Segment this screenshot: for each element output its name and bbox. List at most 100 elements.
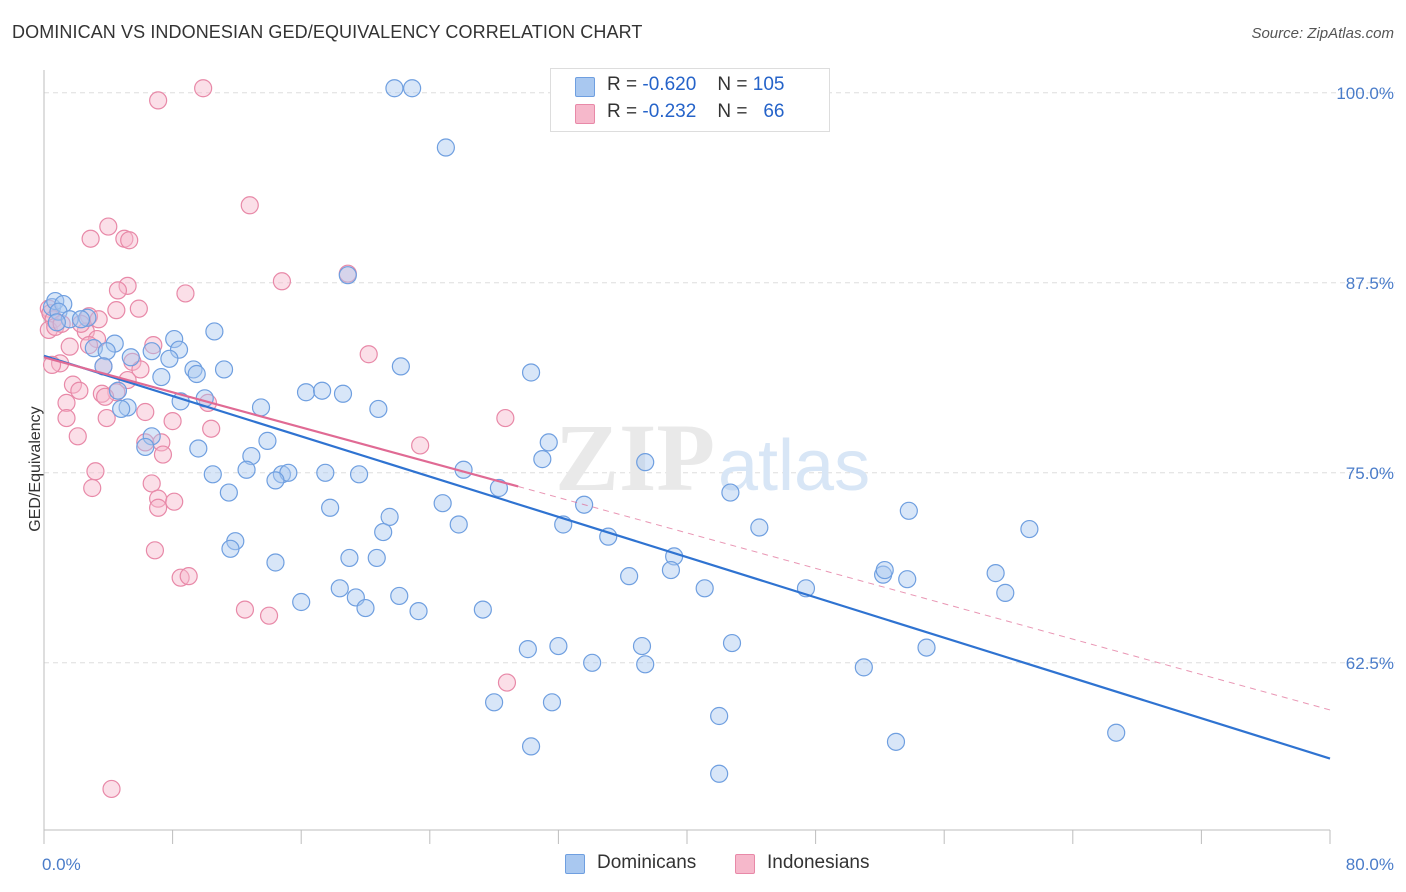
- indonesians-point: [107, 301, 126, 320]
- indonesians-point: [153, 445, 173, 464]
- dominicans-point: [996, 583, 1015, 602]
- indonesians-point: [70, 381, 89, 400]
- dominicans-point: [47, 313, 66, 332]
- bottom-legend-label-indonesians: Indonesians: [767, 852, 870, 873]
- legend-swatch-dominicans: [575, 77, 595, 97]
- dominicans-point: [214, 360, 234, 379]
- y-tick-label: 62.5%: [1346, 654, 1394, 673]
- dominicans-point: [251, 398, 271, 417]
- dominicans-point: [898, 570, 917, 589]
- dominicans-point: [549, 636, 568, 656]
- dominicans-point: [97, 342, 116, 361]
- dominicans-point: [533, 450, 552, 469]
- indonesians-point: [57, 393, 76, 412]
- indonesians-point: [81, 229, 100, 248]
- legend-n-label: N =: [717, 101, 748, 122]
- x-tick-label: 0.0%: [42, 855, 81, 874]
- dominicans-point: [750, 518, 769, 537]
- dominicans-point: [390, 586, 409, 606]
- dominicans-point: [142, 342, 161, 361]
- dominicans-point: [338, 266, 357, 285]
- dominicans-point: [539, 433, 558, 452]
- indonesians-point: [497, 673, 517, 692]
- dominicans-point: [330, 579, 349, 598]
- dominicans-point: [899, 501, 918, 520]
- dominicans-point: [152, 367, 171, 387]
- trend-lines: [43, 354, 1331, 760]
- indonesians-point: [194, 79, 213, 98]
- indonesians-point: [145, 541, 165, 560]
- grid-lines: [44, 92, 1395, 664]
- dominicans-point: [316, 463, 335, 482]
- indonesians-point: [108, 281, 128, 300]
- indonesians-trend-line: [43, 356, 519, 488]
- dominicans-point: [369, 399, 388, 419]
- dominicans-point: [333, 384, 353, 403]
- dominicans-point: [340, 548, 359, 568]
- y-tick-label: 87.5%: [1346, 274, 1394, 293]
- dominicans-point: [632, 636, 652, 656]
- indonesians-point: [179, 567, 198, 586]
- indonesians-point: [86, 462, 105, 481]
- dominicans-point: [221, 539, 240, 558]
- indonesians-point: [99, 217, 118, 236]
- legend-n-value: 105: [752, 74, 785, 95]
- dominicans-point: [380, 507, 399, 526]
- series-indonesians: [39, 79, 517, 799]
- dominicans-point: [258, 431, 277, 450]
- chart-title: DOMINICAN VS INDONESIAN GED/EQUIVALENCY …: [12, 22, 643, 42]
- indonesians-point: [57, 408, 76, 428]
- indonesians-point: [163, 412, 182, 431]
- indonesians-point: [131, 360, 150, 379]
- dominicans-point: [165, 329, 184, 349]
- dominicans-point: [886, 732, 906, 751]
- dominicans-point: [433, 494, 452, 513]
- watermark-zip: ZIP: [555, 404, 715, 511]
- legend-r-value: -0.620: [642, 74, 697, 95]
- indonesians-point: [411, 436, 430, 455]
- dominicans-point: [710, 706, 729, 726]
- dominicans-point: [78, 308, 97, 327]
- indonesians-point: [359, 345, 378, 364]
- indonesians-point: [176, 284, 195, 303]
- dominicans-point: [599, 527, 618, 546]
- y-tick-label: 75.0%: [1346, 464, 1394, 483]
- x-tick-label: 80.0%: [1346, 855, 1394, 874]
- legend-swatch-indonesians: [575, 104, 595, 124]
- legend-n-value: 66: [763, 101, 785, 122]
- series-dominicans: [42, 79, 1126, 783]
- legend-r-value: -0.232: [642, 101, 697, 122]
- dominicans-point: [118, 398, 137, 417]
- dominicans-point: [203, 465, 222, 484]
- indonesians-point: [272, 272, 292, 291]
- dominicans-point: [722, 633, 742, 653]
- dominicans-point: [367, 548, 386, 568]
- dominicans-point: [136, 437, 155, 457]
- dominicans-point: [385, 79, 404, 98]
- dominicans-point: [403, 79, 422, 98]
- axes: [43, 70, 1331, 844]
- dominicans-point: [1020, 519, 1039, 539]
- indonesians-point: [97, 408, 116, 428]
- indonesians-point: [235, 600, 255, 619]
- dominicans-point: [312, 381, 332, 400]
- bottom-legend-swatch-dominicans: [565, 854, 585, 874]
- dominicans-point: [409, 602, 428, 621]
- dominicans-point: [661, 560, 681, 580]
- indonesians-point: [149, 91, 168, 110]
- dominicans-point: [356, 598, 375, 618]
- dominicans-point: [875, 560, 894, 580]
- dominicans-point: [112, 399, 131, 419]
- dominicans-point: [854, 658, 873, 677]
- dominicans-point: [349, 465, 369, 484]
- dominicans-point: [242, 446, 261, 466]
- indonesians-point: [102, 779, 121, 799]
- dominicans-point: [473, 600, 492, 619]
- indonesians-point: [68, 427, 87, 446]
- dominicans-point: [205, 322, 224, 341]
- indonesians-point: [118, 276, 137, 295]
- dominicans-point: [108, 381, 128, 400]
- dominicans-point: [1107, 723, 1126, 742]
- watermark: ZIP atlas: [555, 404, 870, 511]
- dominicans-point: [121, 348, 140, 367]
